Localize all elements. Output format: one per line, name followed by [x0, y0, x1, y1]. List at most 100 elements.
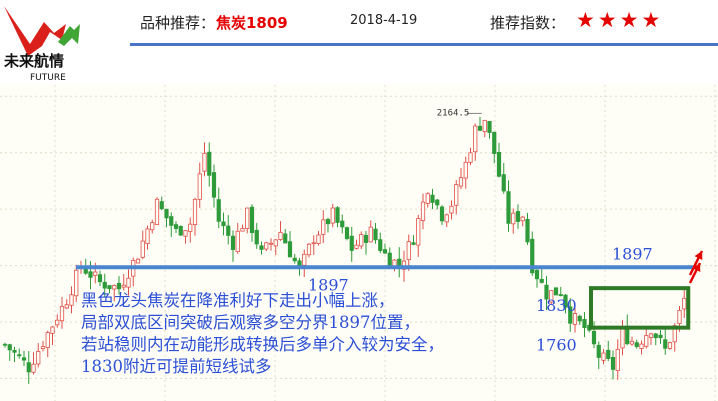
candle-body	[435, 199, 440, 206]
candle-body	[140, 240, 145, 258]
candle-body	[354, 244, 359, 249]
candle-body	[577, 315, 582, 322]
candle-body	[444, 214, 449, 223]
candle-body	[59, 305, 65, 322]
candle-body	[2, 343, 8, 346]
rating-label: 推荐指数：	[490, 14, 566, 32]
upside-arrow-top-head	[694, 251, 703, 260]
candle-body	[615, 348, 620, 371]
candle-body	[145, 228, 150, 244]
support-label-right: 1897	[612, 244, 653, 263]
candle-body	[154, 198, 160, 226]
logo: 未来航情 FUTURE	[3, 6, 80, 83]
candle-body	[7, 344, 12, 351]
candle-body	[553, 287, 559, 296]
logo-text-cn: 未来航情	[3, 52, 64, 70]
candle-body	[406, 241, 411, 261]
candle-body	[482, 119, 487, 132]
candle-body	[273, 239, 278, 247]
candle-body	[74, 269, 79, 297]
candle-body	[582, 319, 587, 328]
candle-body	[335, 207, 340, 223]
candle-body	[221, 221, 226, 227]
candle-body	[620, 327, 625, 349]
candle-body	[340, 220, 345, 228]
candle-body	[663, 339, 668, 349]
candle-body	[515, 211, 521, 222]
level-label-1760: 1760	[536, 336, 577, 355]
candle-body	[468, 152, 473, 163]
rating-stars: ★★★★	[576, 8, 664, 32]
analysis-line: 局部双底区间突破后观察多空分界1897位置，	[81, 313, 420, 332]
analysis-text: 黑色龙头焦炭在降准利好下走出小幅上涨， 局部双底区间突破后观察多空分界1897位…	[81, 290, 541, 378]
candle-body	[639, 343, 644, 349]
analysis-line: 黑色龙头焦炭在降准利好下走出小幅上涨，	[81, 291, 395, 310]
upside-arrow-bottom-head	[692, 263, 701, 272]
candle-body	[17, 354, 22, 357]
candle-body	[192, 198, 198, 225]
candle-body	[416, 218, 421, 246]
logo-green-mark	[58, 24, 80, 46]
candle-body	[330, 207, 335, 224]
candle-body	[425, 193, 430, 204]
candle-body	[121, 284, 126, 288]
high-label: 2164.5	[437, 108, 470, 118]
candle-body	[245, 207, 250, 229]
candle-body	[126, 277, 131, 288]
candle-body	[302, 253, 307, 266]
candle-body	[463, 161, 468, 179]
candle-body	[568, 306, 573, 324]
candle-body	[311, 242, 316, 245]
candle-body	[544, 284, 549, 300]
candle-body	[454, 184, 459, 206]
candle-body	[572, 313, 578, 325]
candle-body	[40, 346, 46, 350]
candle-body	[26, 362, 31, 373]
candle-body	[363, 234, 369, 243]
candle-body	[439, 206, 445, 222]
candle-body	[188, 223, 193, 232]
candle-body	[164, 208, 169, 219]
candle-body	[539, 278, 544, 283]
candle-body	[306, 243, 312, 256]
candle-body	[36, 350, 41, 365]
candle-body	[292, 257, 297, 262]
analysis-line: 1830附近可提前短线试多	[81, 357, 272, 376]
logo-arrow-mark	[4, 6, 66, 56]
candle-body	[401, 260, 407, 270]
candle-body	[278, 231, 283, 240]
candle-body	[506, 191, 511, 224]
candle-body	[116, 282, 122, 290]
candle-body	[487, 120, 492, 133]
candle-body	[268, 242, 274, 245]
candle-body	[135, 258, 141, 264]
candle-body	[525, 218, 530, 243]
candle-body	[321, 219, 326, 235]
candles	[2, 116, 687, 384]
candle-body	[88, 271, 93, 278]
candle-body	[202, 152, 207, 172]
candle-body	[325, 219, 331, 225]
consolidation-box	[589, 286, 691, 330]
candle-body	[159, 201, 164, 210]
candle-body	[150, 222, 155, 231]
candle-body	[387, 252, 392, 266]
analysis-line: 若站稳则内在动能形成转换后多单介入较为安全，	[81, 335, 444, 354]
product-label: 品种推荐：	[140, 14, 216, 32]
candle-body	[50, 326, 55, 334]
candle-body	[601, 352, 606, 361]
candle-body	[563, 294, 568, 308]
candle-body	[511, 212, 516, 225]
candle-body	[211, 172, 217, 198]
candle-body	[102, 281, 107, 289]
candle-body	[31, 363, 36, 373]
candle-body	[596, 344, 601, 358]
candle-body	[12, 350, 17, 353]
candle-body	[45, 332, 50, 348]
candle-body	[411, 242, 416, 245]
candle-body	[682, 297, 687, 310]
candle-body	[558, 294, 563, 296]
candle-body	[173, 224, 179, 229]
candle-body	[368, 226, 373, 243]
candle-body	[658, 334, 663, 339]
